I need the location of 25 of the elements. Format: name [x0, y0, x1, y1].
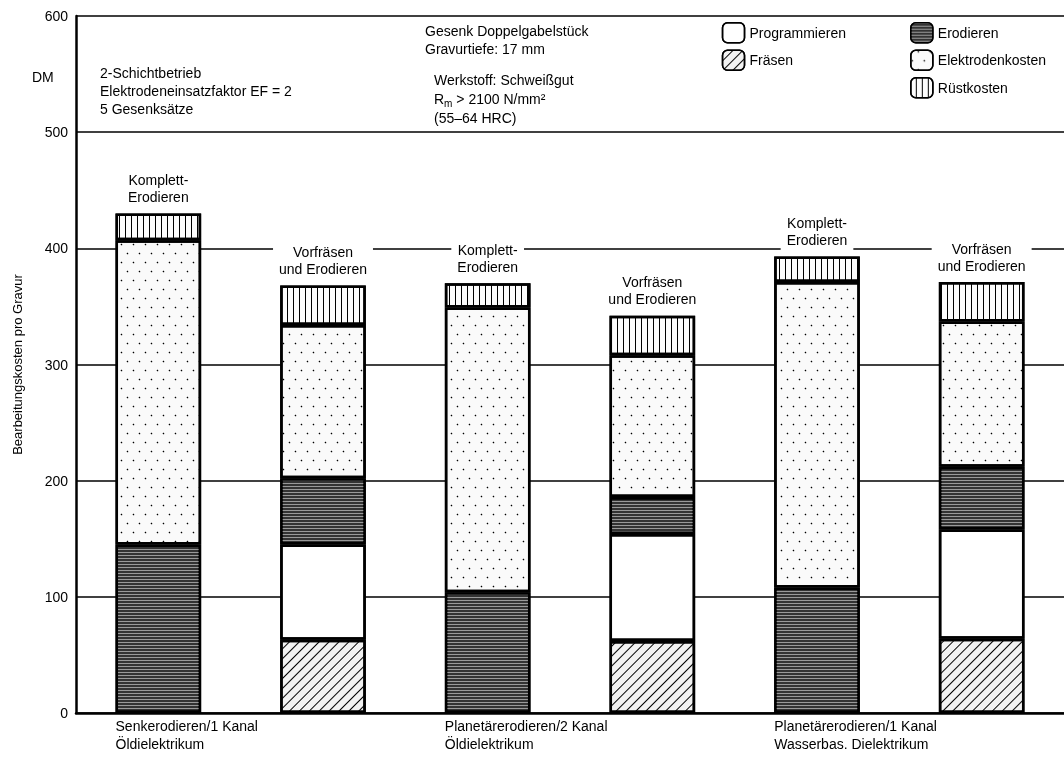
- y-axis-title: Bearbeitungskosten pro Gravur: [10, 273, 25, 455]
- legend-label: Fräsen: [749, 52, 794, 69]
- text: Planetärerodieren/1 Kanal Wasserbas. Dielektrikum: [774, 718, 937, 752]
- y-tick-label: 500: [44, 124, 69, 141]
- annotation: 2-Schichtbetrieb Elektrodeneinsatzfaktor EF = 2 5 Gesenksätze: [100, 65, 293, 117]
- text: Senkerodieren/1 Kanal Öldielektrikum: [115, 718, 258, 752]
- annotation: Gesenk Doppelgabelstück Gravurtiefe: 17 mm: [425, 23, 590, 57]
- y-tick-label: 100: [44, 588, 69, 605]
- y-tick-label: 600: [44, 8, 69, 24]
- x-tick-label: Komplett- Erodieren: [457, 241, 519, 275]
- y-tick-label: 400: [44, 240, 69, 257]
- x-tick-label: Vorfräsen und Erodieren: [937, 240, 1026, 274]
- x-tick-label: Vorfräsen und Erodieren: [608, 274, 697, 308]
- text: Planetärerodieren/2 Kanal Öldielektrikum: [444, 718, 608, 752]
- legend-label: Elektrodenkosten: [937, 52, 1047, 69]
- legend-label: Erodieren: [937, 24, 999, 41]
- x-tick-label: Komplett- Erodieren: [786, 214, 848, 248]
- x-tick-label: Vorfräsen und Erodieren: [279, 244, 367, 278]
- legend-label: Rüstkosten: [937, 79, 1008, 96]
- x-tick-label: Komplett- Erodieren: [127, 171, 189, 205]
- legend-label: Programmieren: [749, 24, 847, 41]
- y-tick-label: 0: [60, 705, 69, 721]
- y-tick-label: 200: [44, 472, 69, 489]
- y-tick-label: 300: [44, 356, 69, 373]
- text: DM: [32, 69, 54, 85]
